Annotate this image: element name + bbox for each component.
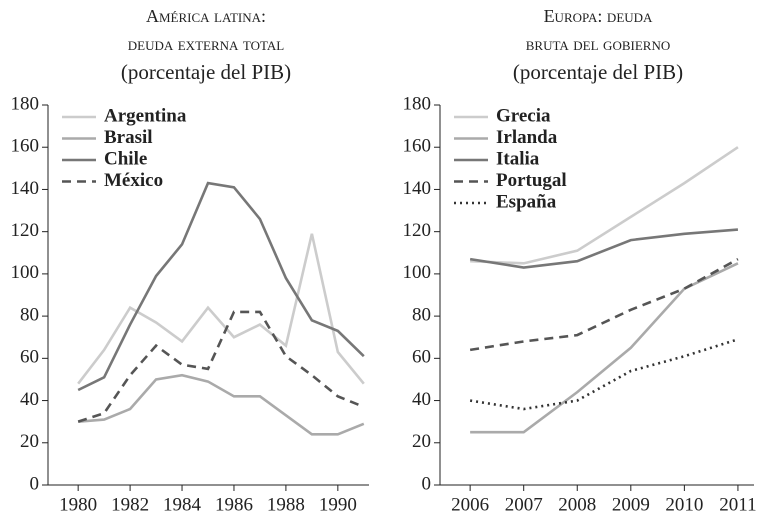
chart-title: bruta del gobierno bbox=[526, 34, 670, 54]
x-tick-label: 1980 bbox=[59, 494, 97, 515]
y-tick-label: 0 bbox=[30, 473, 40, 494]
legend-label: México bbox=[104, 170, 163, 191]
y-tick-label: 80 bbox=[412, 304, 431, 325]
legend-label: Italia bbox=[496, 148, 540, 169]
y-tick-label: 60 bbox=[412, 347, 431, 368]
legend-label: Grecia bbox=[496, 105, 551, 126]
y-tick-label: 180 bbox=[11, 93, 40, 114]
series-line bbox=[77, 181, 365, 392]
series-line bbox=[77, 233, 365, 385]
chart-title: (porcentaje del PIB) bbox=[513, 60, 683, 84]
chart-title: América latina: bbox=[146, 6, 266, 26]
legend-label: Irlanda bbox=[496, 127, 558, 148]
legend-label: Brasil bbox=[104, 127, 153, 148]
y-tick-label: 0 bbox=[422, 473, 432, 494]
y-tick-label: 100 bbox=[403, 262, 432, 283]
x-tick-label: 2007 bbox=[505, 494, 543, 515]
series-line bbox=[470, 146, 739, 265]
x-tick-label: 2006 bbox=[451, 494, 489, 515]
x-tick-label: 2008 bbox=[558, 494, 596, 515]
y-tick-label: 20 bbox=[20, 431, 39, 452]
x-tick-label: 1988 bbox=[267, 494, 305, 515]
y-tick-label: 100 bbox=[11, 262, 40, 283]
x-tick-label: 1990 bbox=[319, 494, 357, 515]
y-tick-label: 40 bbox=[412, 389, 431, 410]
x-tick-label: 2009 bbox=[612, 494, 650, 515]
y-tick-label: 120 bbox=[403, 220, 432, 241]
series-line bbox=[78, 373, 365, 436]
chart-title: Europa: deuda bbox=[544, 6, 653, 26]
y-tick-label: 140 bbox=[11, 178, 40, 199]
y-tick-label: 20 bbox=[412, 431, 431, 452]
y-tick-label: 60 bbox=[20, 347, 39, 368]
y-tick-label: 40 bbox=[20, 389, 39, 410]
legend-label: Chile bbox=[104, 148, 147, 169]
y-tick-label: 140 bbox=[403, 178, 432, 199]
series-line bbox=[469, 257, 739, 352]
legend-label: Portugal bbox=[496, 170, 567, 191]
chart-title: (porcentaje del PIB) bbox=[121, 60, 291, 84]
x-tick-label: 2011 bbox=[719, 494, 756, 515]
chart-title: deuda externa total bbox=[128, 34, 285, 54]
x-tick-label: 1984 bbox=[163, 494, 202, 515]
legend-label: España bbox=[496, 191, 557, 212]
x-tick-label: 2010 bbox=[665, 494, 703, 515]
y-tick-label: 80 bbox=[20, 304, 39, 325]
y-tick-label: 160 bbox=[403, 136, 432, 157]
series-line bbox=[469, 228, 739, 269]
series-line bbox=[77, 310, 365, 423]
series-line bbox=[469, 338, 739, 411]
legend-label: Argentina bbox=[104, 105, 187, 126]
y-tick-label: 180 bbox=[403, 93, 432, 114]
series-line bbox=[470, 262, 739, 434]
x-tick-label: 1982 bbox=[111, 494, 149, 515]
x-tick-label: 1986 bbox=[215, 494, 253, 515]
y-tick-label: 160 bbox=[11, 136, 40, 157]
y-tick-label: 120 bbox=[11, 220, 40, 241]
